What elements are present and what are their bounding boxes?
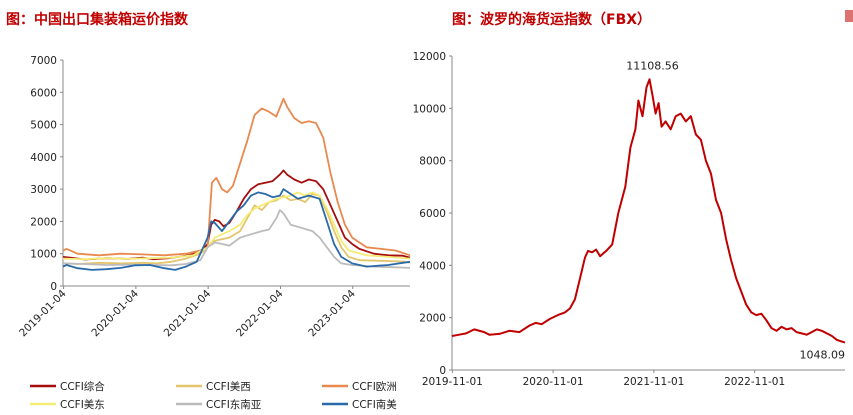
legend-label-5: CCFI南美	[352, 398, 397, 411]
legend-label-1: CCFI美西	[206, 380, 251, 393]
series-line-0	[451, 78, 846, 344]
legend-label-3: CCFI美东	[60, 398, 105, 411]
x-tick-label: 2022-01-04	[234, 287, 286, 339]
y-tick-label: 12000	[413, 51, 446, 63]
x-tick-label: 2020-01-04	[89, 287, 141, 339]
y-tick-label: 1000	[30, 249, 57, 261]
x-tick-label: 2019-01-04	[17, 287, 69, 339]
y-tick-label: 2000	[30, 216, 57, 228]
legend-label-0: CCFI综合	[60, 380, 105, 393]
x-tick-label: 2020-11-01	[523, 376, 584, 388]
x-tick-label: 2019-11-01	[422, 376, 483, 388]
series-line-4	[62, 209, 411, 269]
y-tick-label: 4000	[419, 260, 446, 272]
x-tick-label: 2021-01-04	[162, 287, 214, 339]
last-value-annotation: 1048.09	[800, 349, 846, 362]
y-tick-label: 0	[50, 281, 57, 293]
y-tick-label: 0	[439, 365, 446, 377]
x-tick-label: 2023-01-04	[306, 287, 358, 339]
y-tick-label: 5000	[30, 120, 57, 132]
series-line-0	[62, 169, 411, 261]
y-tick-label: 6000	[30, 87, 57, 99]
series-line-3	[62, 191, 411, 261]
legend-label-4: CCFI东南亚	[206, 398, 262, 411]
series-line-1	[62, 193, 411, 265]
y-tick-label: 10000	[413, 103, 446, 115]
y-tick-label: 8000	[419, 156, 446, 168]
cropped-edge-mark	[845, 10, 853, 22]
legend-label-2: CCFI欧洲	[352, 381, 397, 393]
left-chart-title: 图：中国出口集装箱运价指数	[6, 12, 188, 28]
series-line-5	[62, 188, 411, 271]
y-tick-label: 7000	[30, 55, 57, 67]
y-tick-label: 3000	[30, 184, 57, 196]
ccfi-line-chart: 0 1000 2000 3000 4000 5000 6000 7000 2019-01-04 2…	[17, 55, 411, 339]
x-tick-label: 2021-11-01	[623, 376, 684, 388]
x-tick-label: 2022-11-01	[724, 376, 785, 388]
right-chart-title: 图：波罗的海货运指数（FBX）	[452, 12, 652, 28]
fbx-line-chart: 0 2000 4000 6000 8000 10000 12000 2019-11-01 202…	[413, 51, 846, 388]
y-tick-label: 4000	[30, 152, 57, 164]
max-value-annotation: 11108.56	[626, 59, 679, 72]
series-line-2	[62, 97, 411, 257]
y-tick-label: 6000	[419, 208, 446, 220]
ccfi-legend: CCFI综合 CCFI美西 CCFI欧洲 CCFI美东 CCFI东南亚 CCFI南美	[30, 380, 397, 411]
y-tick-label: 2000	[419, 313, 446, 325]
